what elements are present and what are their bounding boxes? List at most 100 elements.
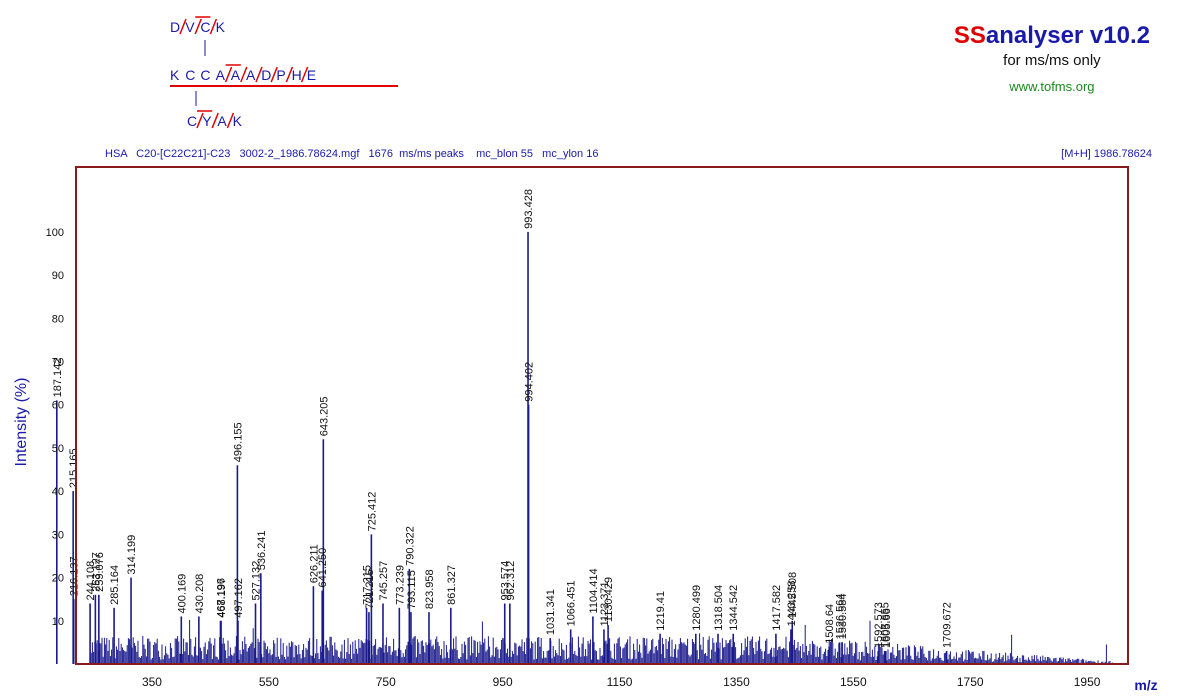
peak-label: 1709.672 (942, 602, 954, 648)
chain-top-residue: K (216, 19, 226, 35)
cleavage-mark (300, 66, 309, 83)
chain-bottom-residue: C (187, 113, 197, 129)
chain-main-residue: H (292, 67, 302, 83)
peak-label: 773.239 (394, 565, 406, 605)
precursor-mass: [M+H] 1986.78624 (1061, 148, 1152, 160)
cleavage-mark (196, 112, 204, 129)
cleavage-mark (194, 18, 202, 35)
peak-label: 641.250 (317, 548, 329, 588)
chain-main-residue: D (261, 67, 271, 83)
x-tick-label: 1950 (1074, 675, 1101, 689)
peak-label: 1526.564 (835, 594, 847, 640)
peak-label: 994.402 (524, 362, 536, 402)
brand-url: www.tofms.org (1009, 79, 1095, 94)
peak-label: 1530.584 (837, 594, 849, 640)
peak-label: 1592.573 (873, 602, 885, 648)
peak-label: 496.155 (232, 422, 244, 462)
cleavage-mark (240, 66, 248, 83)
y-tick-label: 50 (52, 443, 64, 455)
y-tick-label: 90 (52, 270, 64, 282)
peak-label: 215.165 (68, 448, 80, 488)
peak-label: 244.108 (85, 561, 97, 601)
peak-label: 725.412 (366, 492, 378, 532)
peak-bars (55, 231, 948, 664)
peak-label: 1123.371 (599, 581, 611, 626)
brand-title-rest: analyser v10.2 (985, 22, 1150, 49)
chain-bottom-residue: Y (202, 113, 212, 129)
spectrum-info: HSA C20-[C22C21]-C23 3002-2_1986.78624.m… (105, 148, 599, 160)
peak-label: 745.257 (378, 561, 390, 601)
x-tick-label: 1550 (840, 675, 867, 689)
x-tick-label: 550 (259, 675, 279, 689)
cleavage-mark (270, 66, 278, 83)
plot-frame (75, 166, 1129, 665)
peak-label: 1445.508 (787, 572, 799, 618)
chain-main-residue: P (276, 67, 285, 83)
peak-label: 1219.41 (655, 591, 667, 631)
peak-label: 626.211 (308, 544, 320, 583)
peak-label: 643.205 (318, 397, 330, 437)
peak-label: 216.137 (69, 556, 81, 596)
peak-label: 962.312 (505, 561, 517, 601)
y-tick-label: 60 (52, 400, 64, 412)
peak-label: 259.076 (94, 552, 106, 592)
peak-label: 953.574 (500, 561, 512, 601)
x-tick-label: 1350 (723, 675, 750, 689)
y-tick-label: 10 (52, 616, 64, 628)
peak-label: 1066.451 (566, 581, 578, 627)
brand-title-prefix: SS (953, 22, 986, 49)
chain-main-residue: A (246, 67, 256, 83)
peak-label: 790.322 (404, 526, 416, 566)
peak-label: 823.958 (424, 569, 436, 609)
peak-label: 1104.414 (588, 568, 600, 613)
x-tick-label: 350 (142, 675, 162, 689)
y-tick-label: 20 (52, 573, 64, 585)
y-tick-label: 80 (52, 313, 64, 325)
chain-main-residue: E (307, 67, 316, 83)
peak-label: 1443.258 (786, 581, 798, 627)
x-axis-ticks: 350 550 750 950 1150 1350 1550 1750 1950 (142, 675, 1101, 689)
cleavage-mark (224, 66, 233, 83)
peak-label: 527.132 (251, 561, 263, 601)
cleavage-mark (226, 112, 235, 129)
cleavage-mark (255, 66, 263, 83)
peak-label: 1605.66 (881, 608, 893, 648)
chain-main-residue: A (216, 67, 226, 83)
y-tick-label: 100 (46, 227, 64, 239)
x-tick-label: 1150 (607, 675, 633, 689)
peak-label: 285.164 (109, 565, 121, 605)
peak-label: 430.208 (194, 574, 206, 614)
y-axis-ticks: 10 20 30 40 50 60 70 80 90 100 (46, 227, 64, 628)
peak-label: 1417.582 (771, 585, 783, 631)
peak-label: 1508.64 (824, 604, 836, 644)
peak-label: 253.127 (90, 552, 102, 592)
cleavage-mark (209, 18, 218, 35)
peak-label: 187.142 (52, 358, 64, 398)
peak-label: 993.428 (523, 189, 535, 229)
peak-label: 717.215 (362, 565, 374, 605)
peak-label: 1031.341 (545, 589, 557, 635)
cleavage-mark (211, 112, 219, 129)
chain-main-residue: A (231, 67, 241, 83)
peak-label: 793.115 (406, 570, 418, 609)
cleavage-mark (285, 66, 294, 83)
y-axis-label: Intensity (%) (13, 378, 30, 467)
peak-label: 1344.542 (728, 585, 740, 631)
x-tick-label: 950 (493, 675, 513, 689)
brand-block: SSanalyser v10.2 for ms/ms only www.tofm… (954, 22, 1150, 94)
peak-label: 861.327 (446, 565, 458, 605)
y-tick-label: 40 (52, 486, 64, 498)
brand-subtitle: for ms/ms only (1003, 52, 1101, 69)
peak-label: 721.215 (364, 569, 376, 609)
peak-label: 400.169 (176, 574, 188, 614)
x-axis-label: m/z (1134, 677, 1157, 693)
peak-label: 536.241 (256, 530, 268, 570)
chain-bottom-residue: K (233, 113, 243, 129)
chain-bottom-residue: A (217, 113, 227, 129)
peak-label: 467.196 (215, 578, 227, 618)
